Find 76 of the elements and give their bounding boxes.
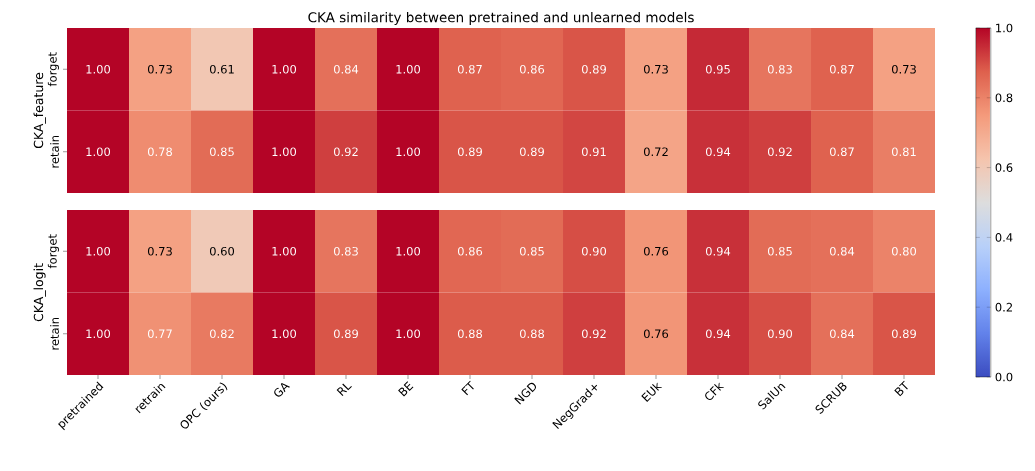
data-label: 0.88 (457, 329, 483, 339)
data-label: 0.83 (333, 246, 358, 256)
data-label: 1.00 (272, 64, 297, 74)
data-label: 0.89 (457, 147, 482, 157)
data-label: 0.80 (891, 246, 917, 256)
data-label: 1.00 (396, 329, 421, 339)
data-label: 0.82 (209, 329, 234, 339)
data-label: 1.00 (86, 147, 111, 157)
data-label: 1.00 (272, 246, 297, 256)
data-label: 0.84 (829, 329, 855, 339)
color-bar-label: 0.0 (995, 372, 1013, 382)
data-label: 0.84 (333, 64, 359, 74)
x-tick-label: BE (398, 381, 414, 397)
color-bar-label: 0.2 (995, 302, 1012, 312)
color-bar-label: 0.4 (995, 233, 1013, 242)
data-label: 0.84 (829, 246, 855, 256)
y-axis-title: CKA_feature (33, 72, 46, 149)
data-label: 0.77 (147, 329, 172, 339)
y-tick-label: forget (47, 234, 59, 269)
data-label: 1.00 (396, 147, 421, 157)
color-bar-label: 0.6 (995, 163, 1013, 172)
data-label: 0.78 (147, 147, 173, 157)
data-label: 0.94 (705, 147, 731, 157)
data-label: 0.85 (519, 246, 544, 256)
data-label: 0.85 (209, 147, 234, 157)
data-label: 0.89 (581, 64, 606, 74)
data-label: 0.73 (643, 64, 668, 74)
data-label: 0.60 (209, 246, 235, 256)
x-tick-label: BT (894, 380, 908, 397)
data-label: 1.00 (272, 329, 297, 339)
data-label: 0.94 (705, 329, 731, 339)
data-label: 0.83 (767, 64, 792, 74)
data-label: 1.00 (86, 64, 111, 74)
data-label: 0.61 (209, 64, 234, 74)
data-label: 1.00 (396, 64, 421, 74)
data-label: 0.85 (767, 246, 792, 256)
data-label: 0.92 (333, 147, 358, 157)
data-label: 0.95 (705, 64, 730, 74)
y-tick-label: forget (47, 52, 59, 87)
chart-title: CKA similarity between pretrained and unlearned models (308, 11, 694, 25)
x-tick-label: CFk (705, 382, 725, 400)
data-label: 0.89 (333, 329, 358, 339)
color-bar-label: 0.8 (995, 93, 1013, 103)
data-label: 1.00 (86, 329, 111, 339)
data-label: 0.90 (767, 329, 793, 339)
data-label: 0.86 (457, 246, 483, 256)
data-label: 0.72 (643, 147, 668, 157)
data-label: 0.76 (643, 329, 669, 339)
data-label: 0.94 (705, 246, 731, 256)
data-label: 0.81 (891, 147, 916, 157)
data-label: 1.00 (272, 147, 297, 157)
y-tick-label: retain (50, 135, 59, 168)
data-label: 0.91 (581, 147, 606, 157)
color-bar-label: 1.0 (996, 23, 1013, 33)
y-tick-label: retain (50, 317, 59, 350)
data-label: 0.73 (147, 246, 172, 256)
data-label: 0.73 (147, 64, 172, 74)
data-label: 0.92 (767, 147, 792, 157)
y-axis-title: CKA_logit (33, 263, 46, 322)
x-tick-label: GA (274, 383, 290, 397)
data-label: 0.87 (457, 64, 482, 74)
x-tick-label: FT (461, 380, 474, 396)
data-label: 1.00 (86, 246, 111, 256)
data-label: 0.76 (643, 246, 669, 256)
data-label: 0.87 (829, 147, 854, 157)
data-label: 0.89 (519, 147, 544, 157)
data-label: 0.92 (581, 329, 606, 339)
data-label: 1.00 (396, 246, 421, 256)
x-tick-label: EUk (641, 382, 663, 402)
data-label: 0.88 (519, 329, 545, 339)
data-label: 0.87 (829, 64, 854, 74)
x-tick-label: RL (336, 383, 352, 397)
data-label: 0.73 (891, 64, 916, 74)
data-label: 0.90 (581, 246, 607, 256)
data-label: 0.86 (519, 64, 545, 74)
data-label: 0.89 (891, 329, 917, 339)
